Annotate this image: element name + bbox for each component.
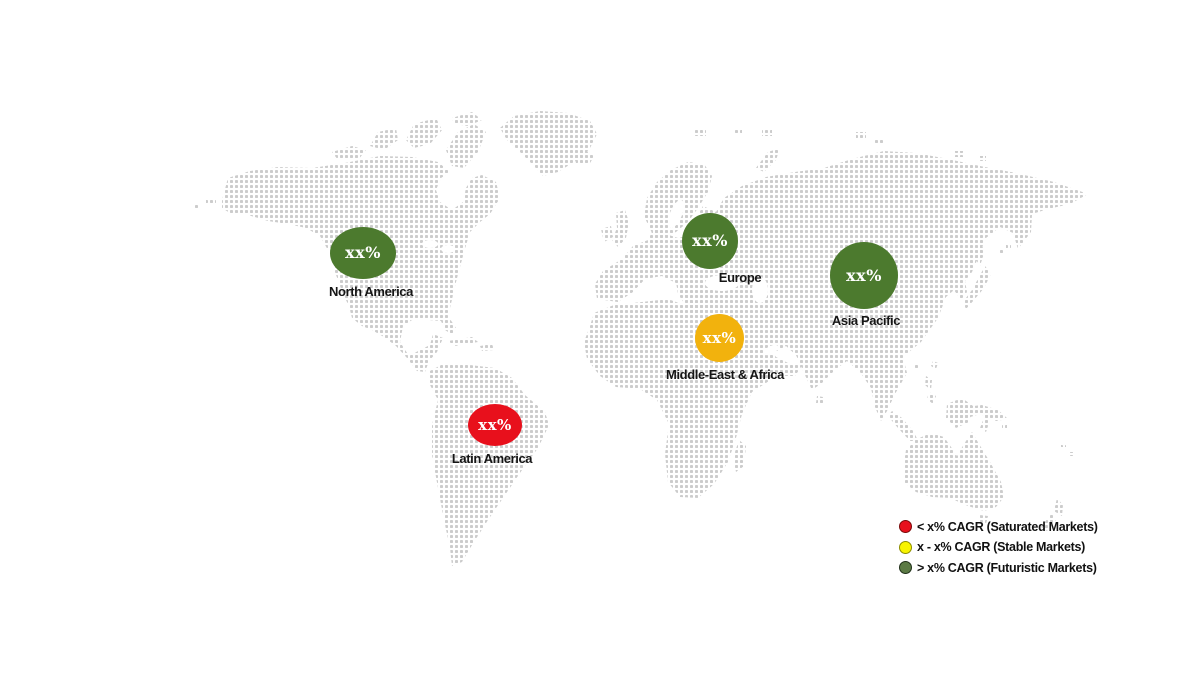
landmass-arctic-islands [332,112,486,168]
landmass-east-asia-islands [913,361,938,404]
legend-dot-red-icon [899,520,912,533]
marker-middle-east-africa: xx% [695,314,744,362]
landmass-british-isles [601,210,629,247]
marker-north-america: xx% [330,227,396,279]
region-label-europe: Europe [718,270,762,285]
inland-seas [422,199,779,356]
landmass-aleutians [194,198,216,208]
marker-asia-pacific: xx% [830,242,898,309]
legend-item-stable: x - x% CAGR (Stable Markets) [899,540,1098,554]
legend-dot-green-icon [899,561,912,574]
region-label-asia-pacific: Asia Pacific [831,313,901,328]
landmass-sri-lanka [816,396,823,404]
region-label-north-america: North America [329,284,413,299]
landmass-scandinavia [644,162,712,238]
region-label-middle-east-africa: Middle-East & Africa [666,367,784,382]
marker-value: xx% [345,243,381,262]
landmass-iceland [574,150,594,165]
landmass-caribbean [448,337,494,351]
cagr-legend: < x% CAGR (Saturated Markets) x - x% CAG… [899,520,1098,582]
legend-label: x - x% CAGR (Stable Markets) [917,540,1086,554]
marker-value: xx% [846,265,882,285]
marker-value: xx% [692,231,728,250]
legend-item-futuristic: > x% CAGR (Futuristic Markets) [899,560,1098,575]
landmass-south-america [428,363,549,566]
legend-dot-yellow-icon [899,540,912,554]
marker-europe: xx% [682,213,738,269]
legend-label: > x% CAGR (Futuristic Markets) [917,560,1097,575]
landmass-tasmania-nz [978,443,1074,531]
landmass-greenland [500,111,597,176]
legend-item-saturated: < x% CAGR (Saturated Markets) [899,519,1098,534]
landmass-arctic-russia [694,128,986,172]
marker-value: xx% [478,415,512,434]
legend-label: < x% CAGR (Saturated Markets) [917,519,1098,534]
marker-value: xx% [702,328,737,347]
landmass-australia [903,432,1004,511]
landmass-japan [963,244,1011,309]
marker-latin-america: xx% [468,404,522,446]
landmass-madagascar [733,440,746,472]
region-label-latin-america: Latin America [451,451,533,466]
